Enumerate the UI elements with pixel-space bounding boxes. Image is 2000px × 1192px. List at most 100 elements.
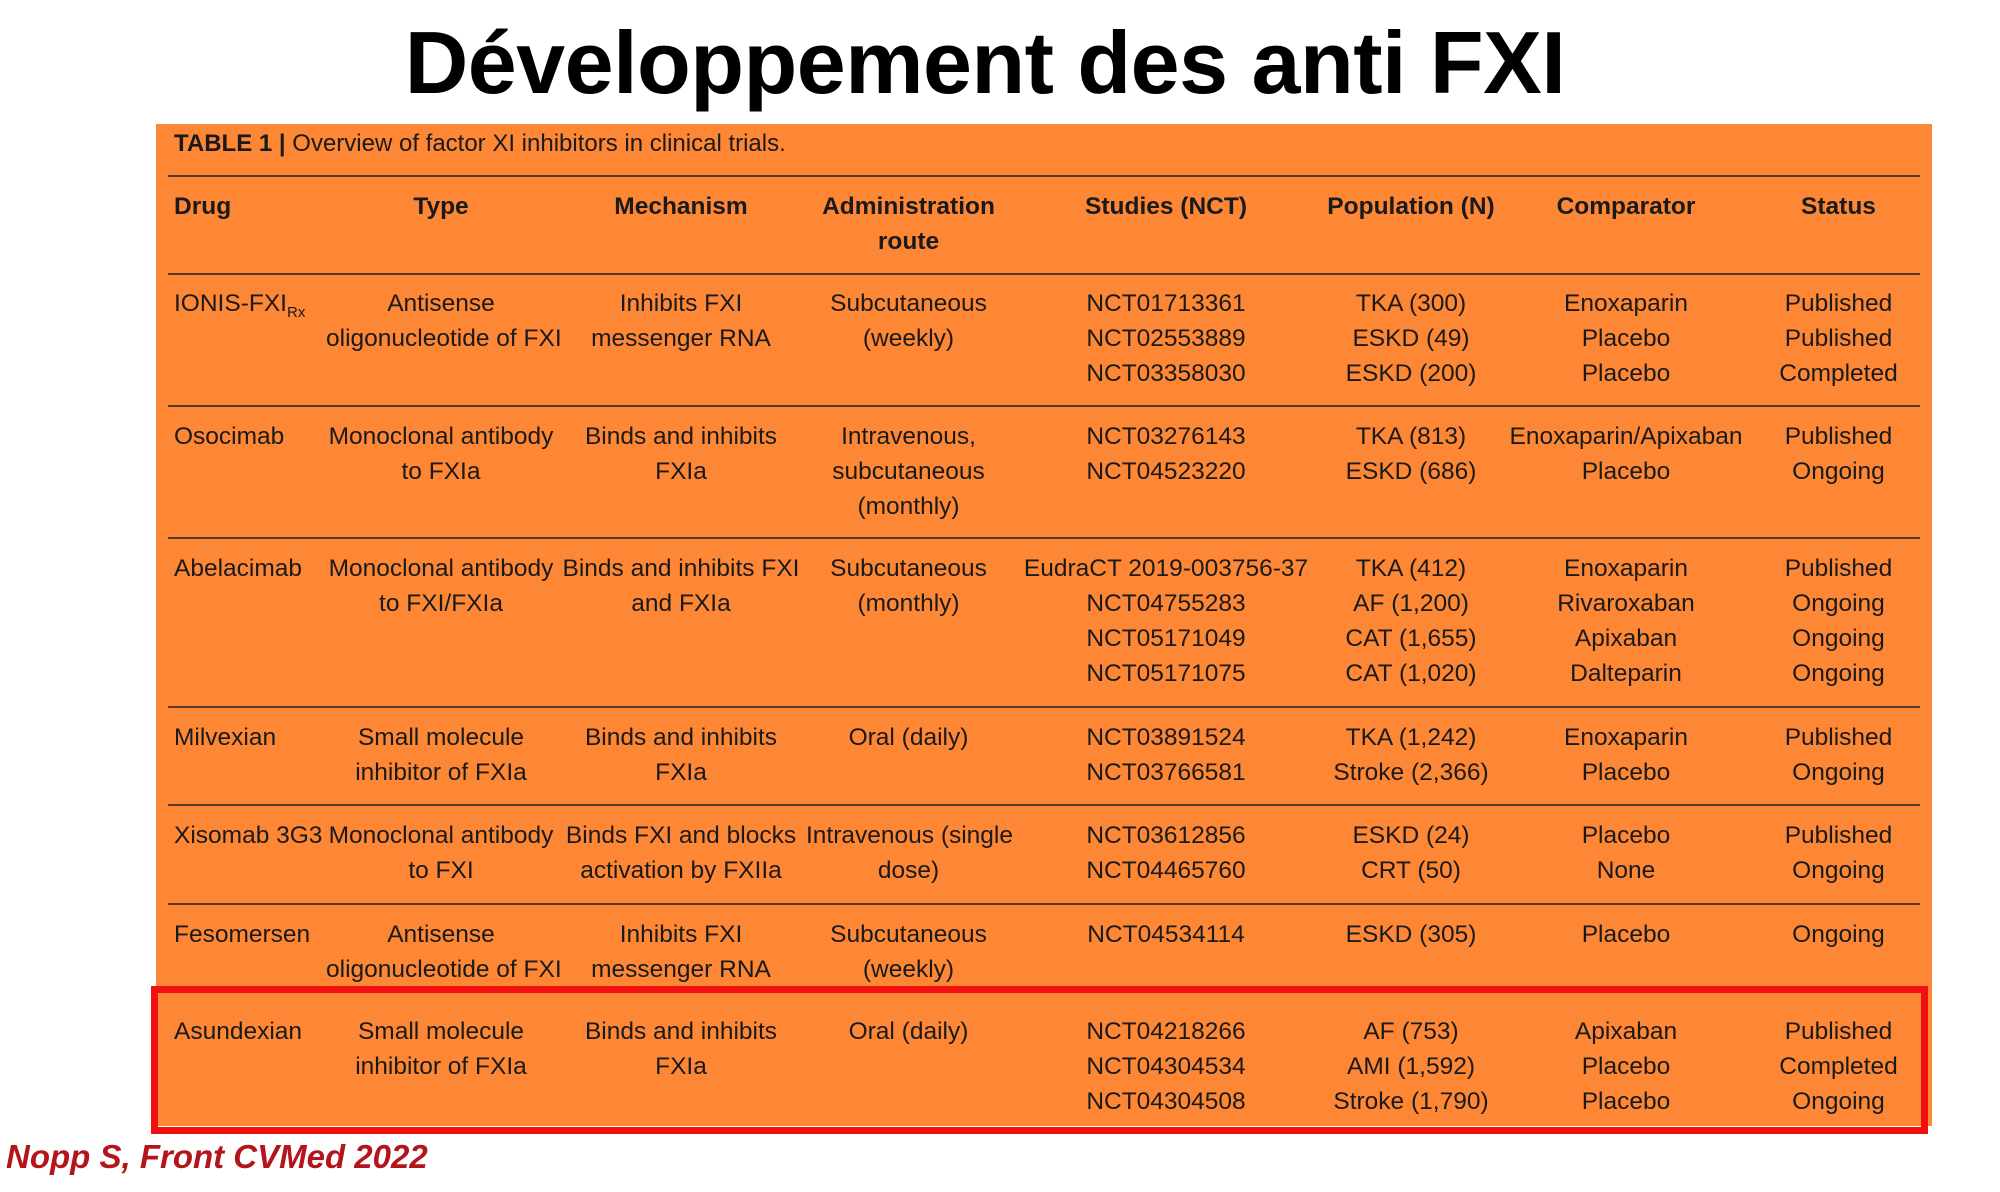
table-row-milvexian-drug: Milvexian (174, 720, 324, 755)
table-row-xisomab-3g3-route: Intravenous (single dose) (806, 818, 1014, 888)
table-row-osocimab-type-line: Monoclonal antibody (328, 423, 554, 450)
table-row-abelacimab-studies-line: EudraCT 2019-003756-37 (1023, 555, 1309, 582)
table-row-fesomersen-route-line: (weekly) (862, 956, 955, 983)
table-row-asundexian-drug: Asundexian (174, 1014, 324, 1049)
table-row-ionis-fxi-population-line: ESKD (200) (1345, 360, 1477, 387)
table-row-osocimab-comparator-line: Enoxaparin/Apixaban (1509, 423, 1743, 450)
table-row-asundexian-status: Published Completed Ongoing (1751, 1014, 1926, 1119)
table-row-fesomersen-route-line: Subcutaneous (830, 921, 987, 948)
table-row-xisomab-3g3-route-line: Intravenous (single (806, 822, 1014, 849)
table-row-osocimab-route-line: subcutaneous (832, 458, 985, 485)
table-row-xisomab-3g3-route-line: dose) (877, 857, 940, 884)
table-row-osocimab-population-line: TKA (813) (1355, 423, 1467, 450)
table-row-milvexian-type-line: Small molecule (357, 724, 525, 751)
table-row-osocimab-route-line: Intravenous, (841, 423, 976, 450)
table-row-ionis-fxi-population-line: TKA (300) (1355, 290, 1467, 317)
row-rule (168, 405, 1920, 407)
table-row-osocimab-studies-line: NCT03276143 (1086, 423, 1246, 450)
table-row-abelacimab-comparator-line: Enoxaparin (1564, 555, 1688, 582)
table-row-xisomab-3g3-studies-line: NCT03612856 (1086, 822, 1246, 849)
table-row-fesomersen-population: ESKD (305) (1321, 917, 1501, 952)
table-row-fesomersen-mechanism: Inhibits FXI messenger RNA (561, 917, 801, 987)
table-row-osocimab-status-line: Ongoing (1792, 458, 1885, 485)
table-row-asundexian-mechanism: Binds and inhibits FXIa (561, 1014, 801, 1084)
table-row-milvexian-studies-line: NCT03766581 (1086, 759, 1246, 786)
table-row-abelacimab-studies-line: NCT05171075 (1086, 660, 1246, 687)
table-row-abelacimab-route-line: (monthly) (857, 590, 960, 617)
header-drug: Drug (174, 193, 232, 220)
table-row-milvexian-population: TKA (1,242) Stroke (2,366) (1321, 720, 1501, 790)
table-row-xisomab-3g3-mechanism-line: activation by FXIIa (580, 857, 782, 884)
table-row-abelacimab-status-line: Ongoing (1792, 590, 1885, 617)
table-row-abelacimab-type-line: to FXI/FXIa (379, 590, 503, 617)
table-row-asundexian-population-line: AMI (1,592) (1347, 1053, 1475, 1080)
table-row-osocimab-drug: Osocimab (174, 419, 324, 454)
table-row-abelacimab-population-line: CAT (1,655) (1345, 625, 1477, 652)
slide-title: Développement des anti FXI (404, 13, 1566, 112)
table-row-xisomab-3g3-studies-line: NCT04465760 (1086, 857, 1246, 884)
drug-name: IONIS-FXI (174, 290, 287, 317)
table-row-abelacimab-population-line: CAT (1,020) (1345, 660, 1477, 687)
table-row-milvexian-status: Published Ongoing (1751, 720, 1926, 790)
table-row-ionis-fxi-mechanism-line: messenger RNA (591, 325, 771, 352)
table-row-milvexian-comparator-line: Placebo (1581, 759, 1671, 786)
table-row-osocimab-route: Intravenous, subcutaneous (monthly) (806, 419, 1011, 524)
table-caption: TABLE 1 | Overview of factor XI inhibito… (174, 130, 786, 158)
table-row-ionis-fxi-type-line: oligonucleotide of FXI (326, 325, 562, 352)
table-row-asundexian-population-line: AF (753) (1363, 1018, 1459, 1045)
table-row-fesomersen-status-line: Ongoing (1792, 921, 1885, 948)
table-row-milvexian-comparator: Enoxaparin Placebo (1506, 720, 1746, 790)
table-row-asundexian-studies-line: NCT04304534 (1086, 1053, 1246, 1080)
table-row-asundexian-comparator: Apixaban Placebo Placebo (1506, 1014, 1746, 1119)
table-row-abelacimab-type: Monoclonal antibody to FXI/FXIa (326, 551, 556, 621)
table-row-abelacimab-mechanism: Binds and inhibits FXI and FXIa (561, 551, 801, 621)
header-comparator: Comparator (1556, 193, 1696, 220)
table-row-osocimab-population: TKA (813) ESKD (686) (1321, 419, 1501, 489)
table-row-ionis-fxi-population: TKA (300) ESKD (49) ESKD (200) (1321, 286, 1501, 391)
table-row-milvexian-type-line: inhibitor of FXIa (355, 759, 527, 786)
table-row-milvexian-type: Small molecule inhibitor of FXIa (326, 720, 556, 790)
table-row-xisomab-3g3-comparator-line: Placebo (1581, 822, 1671, 849)
table-row-osocimab-type-line: to FXIa (401, 458, 481, 485)
asundexian-highlight-box (151, 986, 1928, 1134)
table-row-xisomab-3g3-mechanism-line: Binds FXI and blocks (565, 822, 797, 849)
header-administration-route: Administration route (806, 189, 1011, 259)
table-row-asundexian-population-line: Stroke (1,790) (1333, 1088, 1489, 1115)
row-rule (168, 903, 1920, 905)
table-row-milvexian-status-line: Published (1784, 724, 1893, 751)
table-row-asundexian-studies-line: NCT04304508 (1086, 1088, 1246, 1115)
table-row-abelacimab-route: Subcutaneous (monthly) (806, 551, 1011, 621)
table-row-asundexian-status-line: Completed (1779, 1053, 1898, 1080)
table-row-asundexian-comparator-line: Placebo (1581, 1088, 1671, 1115)
table-row-xisomab-3g3-type-line: to FXI (408, 857, 474, 884)
table-row-abelacimab-mechanism-line: Binds and inhibits FXI (562, 555, 800, 582)
table-row-fesomersen-studies: NCT04534114 (1016, 917, 1316, 952)
table-row-abelacimab-comparator-line: Apixaban (1574, 625, 1678, 652)
table-row-milvexian-route-line: Oral (daily) (848, 724, 969, 751)
table-row-fesomersen-comparator: Placebo (1506, 917, 1746, 952)
row-rule (168, 537, 1920, 539)
table-row-abelacimab-type-line: Monoclonal antibody (328, 555, 554, 582)
table-row-abelacimab-comparator-line: Rivaroxaban (1557, 590, 1695, 617)
table-row-abelacimab-studies-line: NCT04755283 (1086, 590, 1246, 617)
table-row-ionis-fxi-population-line: ESKD (49) (1352, 325, 1470, 352)
table-row-asundexian-status-line: Published (1784, 1018, 1893, 1045)
table-row-xisomab-3g3-status-line: Ongoing (1792, 857, 1885, 884)
table-row-ionis-fxi-route-line: Subcutaneous (830, 290, 987, 317)
table-row-ionis-fxi-comparator-line: Enoxaparin (1564, 290, 1688, 317)
table-row-ionis-fxi-drug: IONIS-FXIRx (174, 286, 324, 330)
table-row-ionis-fxi-type: Antisense oligonucleotide of FXI (326, 286, 562, 356)
table-row-xisomab-3g3-population-line: CRT (50) (1361, 857, 1461, 884)
table-row-milvexian-comparator-line: Enoxaparin (1564, 724, 1688, 751)
table-row-asundexian-type: Small molecule inhibitor of FXIa (326, 1014, 556, 1084)
table-row-xisomab-3g3-population-line: ESKD (24) (1352, 822, 1470, 849)
table-row-osocimab-type: Monoclonal antibody to FXIa (326, 419, 556, 489)
table-row-fesomersen-type-line: oligonucleotide of FXI (326, 956, 562, 983)
table-row-xisomab-3g3-population: ESKD (24) CRT (50) (1321, 818, 1501, 888)
table-row-fesomersen-population-line: ESKD (305) (1345, 921, 1477, 948)
drug-name-subscript: Rx (286, 303, 306, 321)
table-row-abelacimab-status-line: Ongoing (1792, 660, 1885, 687)
table-row-asundexian-route-line: Oral (daily) (848, 1018, 969, 1045)
table-row-ionis-fxi-studies: NCT01713361 NCT02553889 NCT03358030 (1016, 286, 1316, 391)
table-row-ionis-fxi-mechanism-line: Inhibits FXI (619, 290, 743, 317)
